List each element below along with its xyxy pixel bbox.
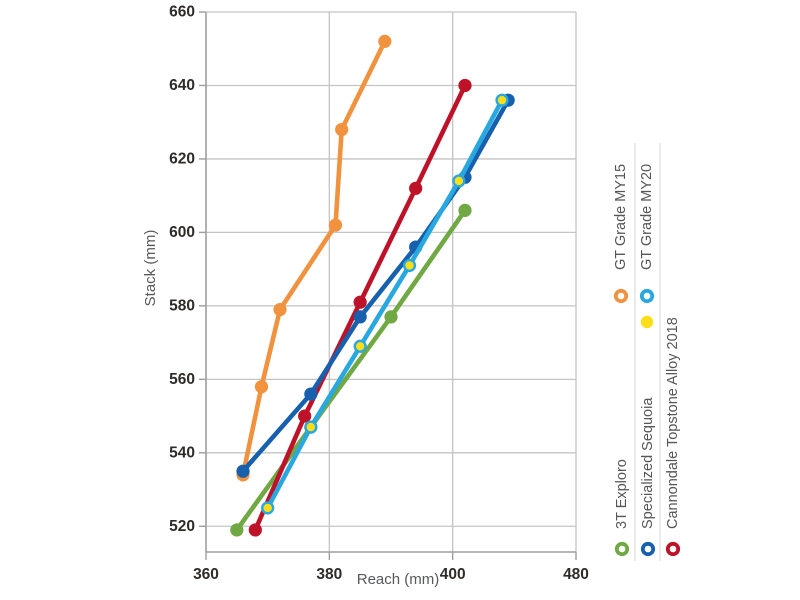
legend-label-gt-grade-my20: GT Grade MY20 — [639, 164, 655, 270]
series-line-3t-exploro — [234, 208, 468, 533]
y-tick-label-640: 640 — [169, 77, 195, 94]
data-point-center-gt-grade-my20 — [454, 176, 464, 186]
data-point-specialized-sequoia — [353, 310, 367, 324]
legend-label-3t-exploro: 3T Exploro — [614, 459, 630, 529]
legend-label-cannondale-topstone-alloy-2018: Cannondale Topstone Alloy 2018 — [665, 317, 681, 529]
series-line-gt-grade-my15 — [240, 39, 388, 478]
data-point-center-gt-grade-my20 — [405, 261, 414, 270]
data-point-gt-grade-my15 — [254, 380, 269, 394]
data-point-center-gt-grade-my20 — [306, 422, 316, 432]
legend-marker-gt-grade-my20 — [639, 288, 655, 304]
data-point-cannondale-topstone-alloy-2018 — [409, 181, 423, 195]
series-line-specialized-sequoia — [240, 97, 511, 474]
y-tick-label-660: 660 — [169, 4, 195, 21]
y-tick-label-620: 620 — [169, 150, 195, 167]
y-tick-label-560: 560 — [169, 371, 195, 388]
data-point-gt-grade-my15 — [378, 34, 392, 48]
x-tick-label-380: 380 — [316, 566, 342, 583]
x-tick-label-480: 480 — [563, 566, 589, 583]
legend-marker-cannondale-topstone-alloy-2018 — [665, 541, 681, 557]
data-point-cannondale-topstone-alloy-2018 — [458, 78, 472, 93]
x-tick-label-400: 400 — [440, 566, 466, 583]
y-tick-label-600: 600 — [169, 224, 195, 241]
legend-marker-3t-exploro — [614, 541, 630, 557]
data-point-center-gt-grade-my20 — [355, 342, 365, 351]
data-point-3t-exploro — [458, 203, 472, 217]
x-axis-title: Reach (mm) — [357, 571, 440, 588]
data-point-gt-grade-my15 — [335, 122, 349, 137]
y-tick-label-540: 540 — [169, 444, 195, 461]
tick-labels: 520 540 560 580 600 620 640 660 360 380 400 480 — [169, 4, 589, 584]
data-point-3t-exploro — [384, 310, 398, 324]
data-point-specialized-sequoia — [304, 387, 318, 401]
data-point-cannondale-topstone-alloy-2018 — [248, 523, 262, 537]
data-point-3t-exploro — [230, 523, 244, 537]
data-point-gt-grade-my15 — [273, 302, 287, 317]
data-point-gt-grade-my15 — [328, 218, 343, 232]
series-line-gt-grade-my20 — [265, 97, 505, 511]
y-tick-label-520: 520 — [169, 518, 195, 535]
legend-marker-gt-grade-my15 — [613, 288, 629, 304]
plot-grid — [206, 11, 577, 552]
legend: GT Grade MY15 GT Grade MY20 3T Exploro Spec… — [613, 143, 681, 561]
y-tick-label-580: 580 — [169, 297, 195, 314]
plot-series — [230, 34, 515, 537]
x-tick-label-360: 360 — [193, 566, 219, 583]
data-point-cannondale-topstone-alloy-2018 — [353, 295, 367, 309]
data-point-center-gt-grade-my20 — [263, 503, 272, 513]
data-point-center-gt-grade-my20 — [497, 95, 507, 105]
plot-axes — [199, 11, 577, 560]
data-point-specialized-sequoia — [236, 464, 250, 478]
data-point-cannondale-topstone-alloy-2018 — [298, 409, 312, 423]
y-axis-title: Stack (mm) — [142, 230, 159, 307]
legend-marker-specialized-sequoia — [640, 541, 656, 557]
legend-label-gt-grade-my15: GT Grade MY15 — [613, 164, 629, 270]
legend-dot-gt-grade-my20 — [640, 315, 654, 329]
legend-label-specialized-sequoia: Specialized Sequoia — [640, 397, 656, 529]
